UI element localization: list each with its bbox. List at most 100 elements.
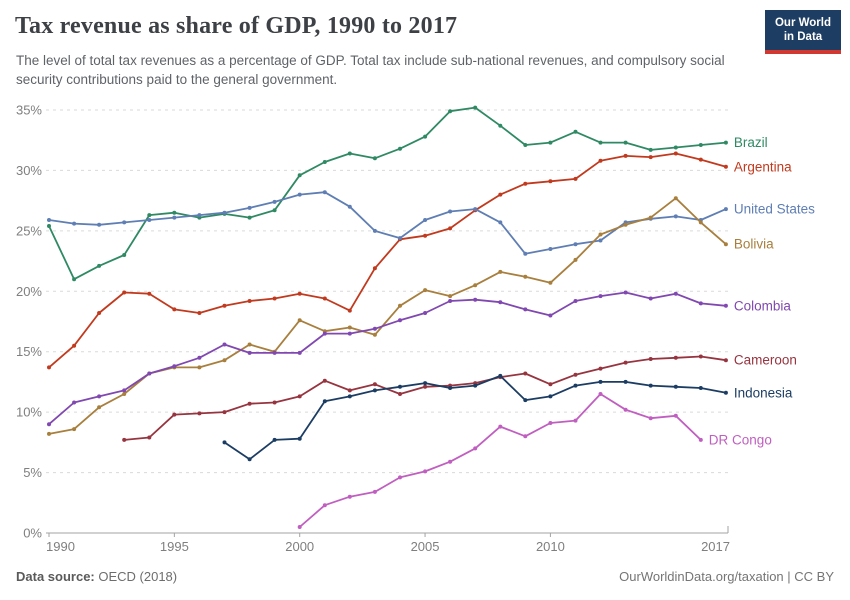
series-label-argentina[interactable]: Argentina [734,159,792,174]
series-label-bolivia[interactable]: Bolivia [734,237,774,252]
series-label-colombia[interactable]: Colombia [734,298,792,313]
data-point-cameroon [247,401,252,406]
data-point-united-states [222,210,227,215]
data-point-cameroon [698,354,703,359]
data-point-brazil [573,129,578,134]
data-point-brazil [72,277,77,282]
data-point-cameroon [222,410,227,415]
data-point-colombia [673,291,678,296]
data-point-brazil [147,213,152,218]
data-point-bolivia [347,325,352,330]
data-point-argentina [197,311,202,315]
data-point-dr-congo [398,475,402,480]
data-point-brazil [473,105,478,110]
series-label-united-states[interactable]: United States [734,202,815,217]
data-point-colombia [573,299,578,303]
data-point-dr-congo [573,418,578,423]
data-point-dr-congo [473,446,478,451]
data-point-united-states [372,228,377,233]
data-point-bolivia [548,280,553,285]
data-point-brazil [523,143,528,147]
y-tick-label: 10% [16,405,42,420]
data-point-united-states [297,192,302,197]
data-point-argentina [698,157,703,162]
data-point-united-states [172,215,177,220]
x-tick-label: 2010 [536,539,565,554]
series-line-argentina [48,152,727,369]
data-point-argentina [673,151,678,156]
y-tick-label: 25% [16,223,42,238]
data-point-colombia [322,331,327,336]
data-point-united-states [47,218,51,222]
data-point-colombia [648,296,653,301]
data-point-indonesia [247,457,252,462]
data-point-united-states [322,190,327,195]
data-point-bolivia [372,332,377,337]
data-point-bolivia [723,242,728,247]
data-point-bolivia [47,431,51,436]
series-label-dr-congo[interactable]: DR Congo [709,432,772,447]
data-point-united-states [573,242,578,247]
x-tick-label: 2017 [701,539,730,554]
data-point-indonesia [648,383,653,388]
data-point-argentina [47,365,51,370]
data-source: Data source: OECD (2018) [16,569,177,584]
data-source-label: Data source: [16,569,95,584]
data-point-colombia [723,303,728,308]
data-point-indonesia [322,399,327,404]
data-point-bolivia [247,342,252,347]
x-tick-label: 2005 [411,539,440,554]
data-point-united-states [398,236,402,241]
data-point-bolivia [97,405,102,410]
data-point-dr-congo [448,459,453,464]
data-point-brazil [247,215,252,220]
series-label-brazil[interactable]: Brazil [734,135,768,150]
data-point-bolivia [673,196,678,201]
data-point-brazil [347,151,352,156]
data-point-argentina [423,233,428,238]
data-point-bolivia [448,294,453,299]
series-label-indonesia[interactable]: Indonesia [734,385,793,400]
data-point-united-states [197,213,202,218]
data-point-brazil [372,156,377,161]
data-point-united-states [723,207,728,212]
data-point-argentina [272,296,277,301]
data-point-dr-congo [523,434,528,439]
data-point-colombia [523,307,528,312]
series-label-cameroon[interactable]: Cameroon [734,353,797,368]
data-point-brazil [598,140,603,145]
data-point-bolivia [473,283,478,288]
chart-subtitle: The level of total tax revenues as a per… [16,53,725,87]
credit-link[interactable]: OurWorldinData.org/taxation | CC BY [619,569,834,584]
data-point-united-states [272,199,277,204]
data-point-brazil [548,140,553,145]
data-point-brazil [498,123,503,128]
data-point-argentina [122,290,127,295]
data-point-indonesia [448,386,453,390]
owid-logo[interactable]: Our World in Data [765,10,841,54]
data-point-indonesia [347,394,352,399]
data-point-bolivia [423,288,428,293]
data-point-cameroon [197,411,202,416]
data-point-argentina [573,176,578,181]
y-tick-label: 35% [16,103,42,118]
series-line-dr-congo [298,393,702,528]
data-point-dr-congo [347,494,352,499]
data-point-cameroon [723,358,728,363]
data-point-united-states [72,221,77,226]
series-line-bolivia [48,197,727,435]
data-point-bolivia [72,427,77,432]
data-point-argentina [247,299,252,303]
y-tick-label: 15% [16,344,42,359]
data-point-bolivia [598,232,603,237]
page-title: Tax revenue as share of GDP, 1990 to 201… [15,13,458,39]
data-point-bolivia [297,318,302,323]
data-point-brazil [673,145,678,150]
data-point-colombia [197,355,202,360]
data-point-argentina [723,164,728,169]
data-point-argentina [498,192,503,197]
data-point-bolivia [698,220,703,225]
data-point-dr-congo [623,407,628,412]
data-point-united-states [423,218,428,222]
data-point-united-states [673,214,678,219]
